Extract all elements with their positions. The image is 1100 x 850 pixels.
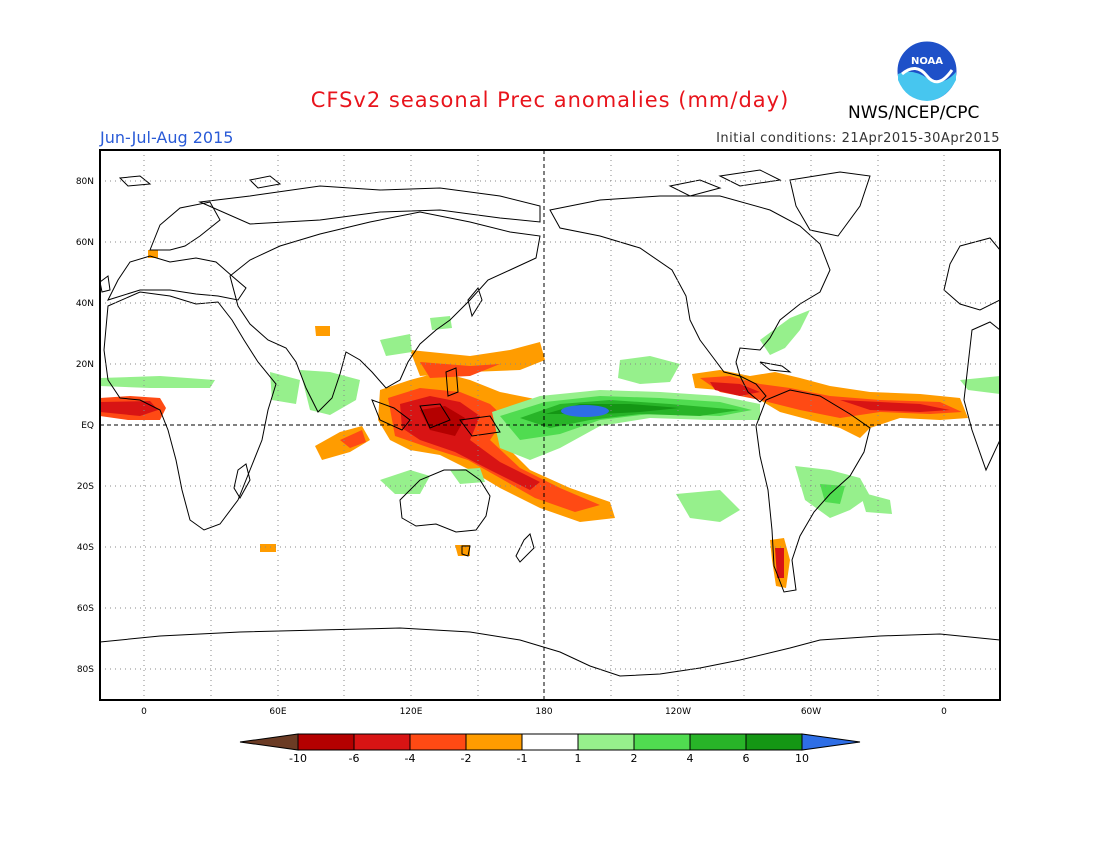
coast-europe <box>107 255 247 301</box>
legend-swatch <box>521 733 579 751</box>
lat-label: 80S <box>77 665 94 675</box>
legend-swatch <box>633 733 691 751</box>
lat-label: 40S <box>77 543 94 553</box>
lat-label: EQ <box>81 421 94 431</box>
anomaly-fields <box>100 250 1000 588</box>
legend-label: 10 <box>795 752 809 765</box>
legend-label: -10 <box>289 752 307 765</box>
precipitation-anomaly-map: 80N 60N 40N 20N EQ 20S 40S 60S 80S 0 60E… <box>76 149 1001 717</box>
forecast-period: Jun-Jul-Aug 2015 <box>100 128 234 147</box>
coast-antarctica <box>100 627 1000 677</box>
lat-label: 20N <box>76 360 94 370</box>
legend-swatch <box>689 733 747 751</box>
lat-label: 60S <box>77 604 94 614</box>
map-frame <box>99 149 1001 701</box>
longitude-labels: 0 60E 120E 180 120W 60W 0 <box>141 707 947 717</box>
agency-label: NWS/NCEP/CPC <box>848 103 980 123</box>
legend-labels: -10 -6 -4 -2 -1 1 2 4 6 10 <box>289 752 809 765</box>
lat-label: 20S <box>77 482 94 492</box>
lon-label: 180 <box>535 707 552 717</box>
lon-label: 0 <box>941 707 947 717</box>
legend-label: -4 <box>405 752 416 765</box>
noaa-logo: NOAA <box>896 40 958 102</box>
coast-north-america <box>549 195 831 377</box>
lon-label: 120E <box>400 707 423 717</box>
coastlines <box>100 169 1000 677</box>
reference-lines <box>100 150 1000 700</box>
lon-label: 60E <box>269 707 286 717</box>
lat-label: 60N <box>76 238 94 248</box>
legend-label: 1 <box>575 752 582 765</box>
map-area <box>100 150 1000 700</box>
legend-label: 4 <box>687 752 694 765</box>
initial-conditions: Initial conditions: 21Apr2015-30Apr2015 <box>716 131 1000 146</box>
legend-label: -6 <box>349 752 360 765</box>
legend-label: -1 <box>517 752 528 765</box>
coast-australia <box>399 469 491 533</box>
coast-south-america <box>755 389 871 593</box>
legend-swatch <box>465 733 523 751</box>
map-title: CFSv2 seasonal Prec anomalies (mm/day) <box>310 88 790 112</box>
lon-label: 120W <box>665 707 691 717</box>
coast-asia <box>229 211 541 413</box>
legend-swatch <box>801 733 861 751</box>
legend-swatch <box>239 733 299 751</box>
legend-label: 2 <box>631 752 638 765</box>
noaa-logo-text: NOAA <box>911 56 943 67</box>
legend-swatches <box>239 733 861 751</box>
legend-label: -2 <box>461 752 472 765</box>
legend-swatch <box>353 733 411 751</box>
lon-label: 0 <box>141 707 147 717</box>
lat-label: 80N <box>76 177 94 187</box>
lat-label: 40N <box>76 299 94 309</box>
lon-label: 60W <box>801 707 821 717</box>
legend-label: 6 <box>743 752 750 765</box>
legend-swatch <box>577 733 635 751</box>
anomaly-pacific-max <box>561 405 609 417</box>
legend-swatch <box>745 733 803 751</box>
legend-swatch <box>409 733 467 751</box>
coast-africa <box>103 291 277 531</box>
legend-swatch <box>297 733 355 751</box>
latitude-labels: 80N 60N 40N 20N EQ 20S 40S 60S 80S <box>76 177 94 675</box>
